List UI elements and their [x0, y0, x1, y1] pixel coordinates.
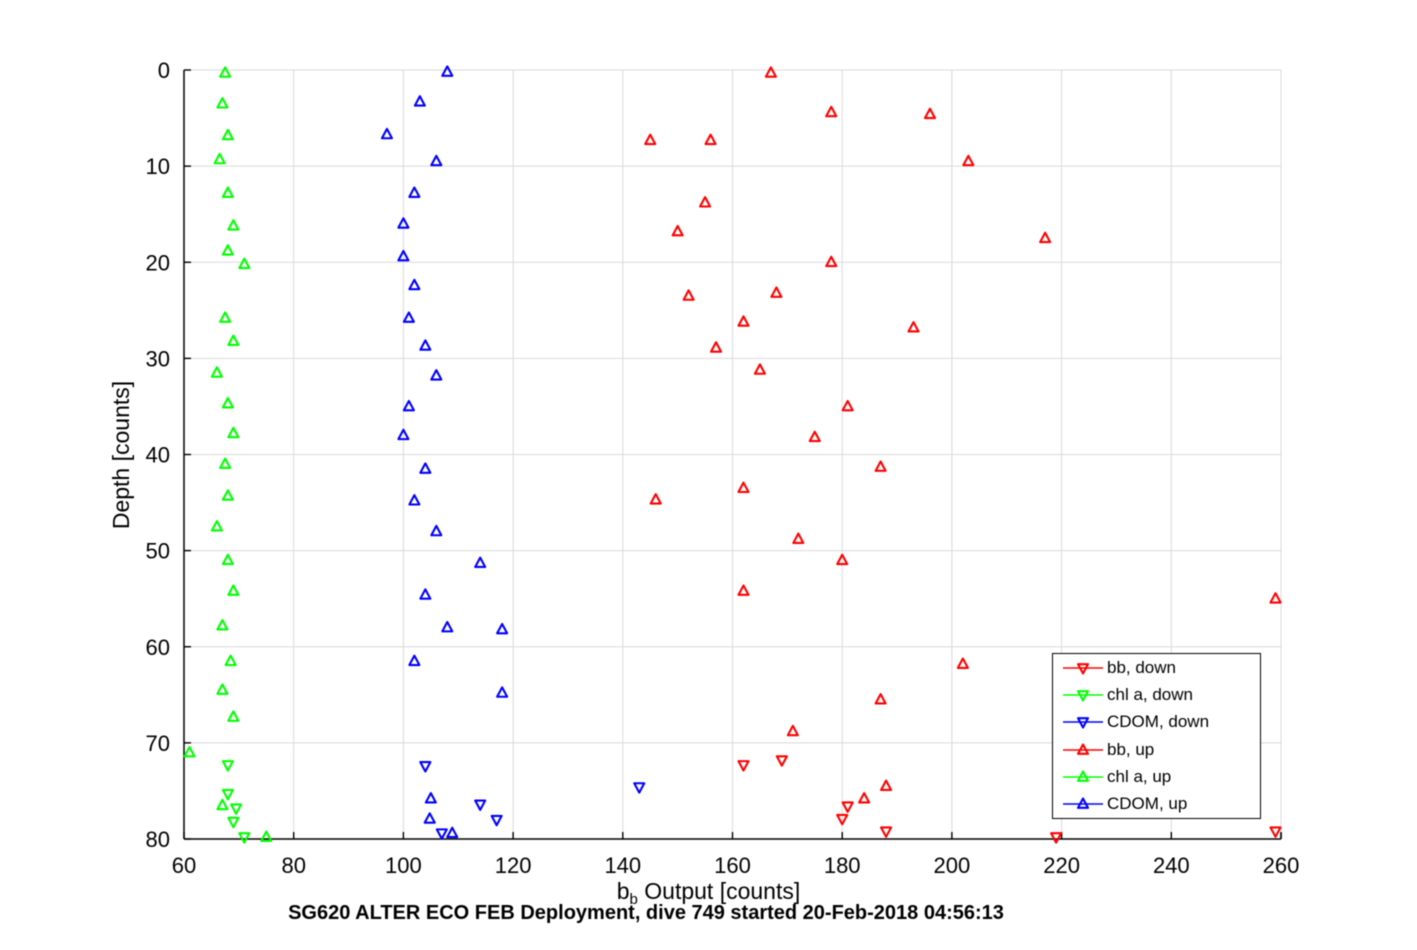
svg-text:70: 70: [146, 731, 170, 756]
svg-text:160: 160: [714, 853, 751, 878]
svg-text:240: 240: [1153, 853, 1190, 878]
svg-text:20: 20: [146, 250, 170, 275]
svg-text:220: 220: [1043, 853, 1080, 878]
svg-text:80: 80: [281, 853, 305, 878]
svg-text:60: 60: [146, 635, 170, 660]
svg-text:50: 50: [146, 539, 170, 564]
svg-text:260: 260: [1263, 853, 1300, 878]
svg-text:100: 100: [385, 853, 422, 878]
svg-text:40: 40: [146, 443, 170, 468]
svg-text:140: 140: [604, 853, 641, 878]
svg-text:0: 0: [158, 58, 170, 83]
svg-text:30: 30: [146, 346, 170, 371]
svg-text:200: 200: [934, 853, 971, 878]
svg-text:120: 120: [495, 853, 532, 878]
svg-text:60: 60: [172, 853, 196, 878]
svg-text:80: 80: [146, 827, 170, 852]
svg-text:180: 180: [824, 853, 861, 878]
svg-text:10: 10: [146, 154, 170, 179]
